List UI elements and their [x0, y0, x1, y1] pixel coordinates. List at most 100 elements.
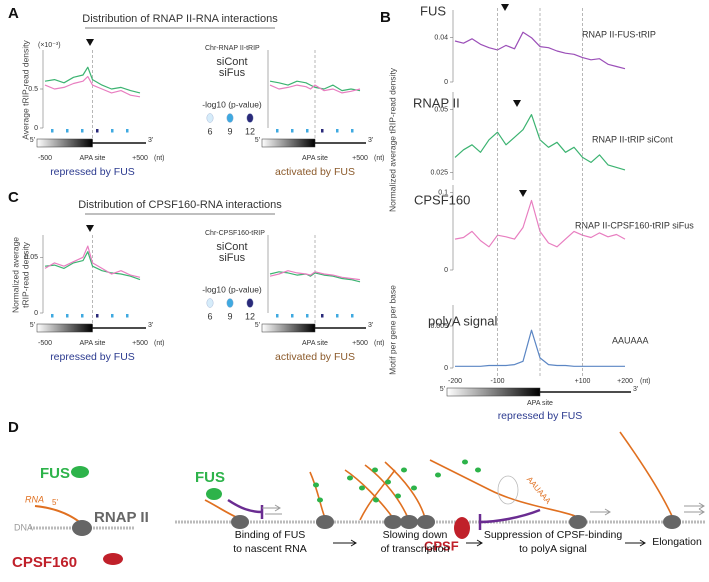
sig-dot — [336, 314, 339, 318]
y-axis-label: Motif per gene per base — [387, 285, 397, 375]
sig-dot — [111, 129, 114, 133]
series-line — [44, 66, 141, 94]
sig-dot — [321, 314, 324, 318]
sig-dot — [276, 314, 279, 318]
y-tick-label: 0 — [444, 267, 448, 274]
gradient-bar — [36, 138, 93, 148]
cpsf-label: CPSF — [424, 538, 459, 553]
motion-arrow — [262, 504, 282, 515]
fus-icon — [206, 488, 222, 500]
sig-dot — [81, 129, 84, 133]
step-label: of transcription — [381, 543, 450, 555]
legend-rna: RNA — [25, 494, 44, 504]
gradient-bar — [36, 323, 93, 333]
legend-title: Chr-RNAP II-tRIP — [205, 45, 260, 52]
panel-letter: B — [380, 9, 391, 26]
chart-caption: repressed by FUS — [50, 166, 135, 178]
x-tick-label: +500 — [132, 155, 148, 162]
pvalue-swatch — [226, 298, 234, 308]
y-tick-label: 0.05 — [24, 254, 38, 261]
rna-loop — [497, 475, 519, 505]
pvalue-title: -log10 (p-value) — [202, 99, 262, 109]
cpsf-icon — [454, 517, 470, 539]
strand-5prime: 5' — [255, 137, 260, 144]
panel-letter: A — [8, 5, 19, 22]
pvalue-level: 12 — [245, 126, 255, 136]
series-line — [454, 31, 626, 70]
sig-dot — [351, 314, 354, 318]
pvalue-swatch — [206, 298, 214, 308]
motion-arrow — [590, 508, 611, 516]
sig-dot — [96, 314, 99, 318]
inhibition — [478, 508, 541, 530]
legend-entry: siFus — [219, 252, 246, 264]
track-label: CPSF160 — [414, 192, 470, 207]
sig-dot — [306, 314, 309, 318]
chart-caption: activated by FUS — [275, 166, 355, 178]
x-tick-label: +500 — [132, 340, 148, 347]
x-unit: (nt) — [640, 378, 651, 385]
track-label: polyA signal — [428, 313, 497, 328]
rnap-icon — [400, 515, 418, 529]
y-tick-label: 0 — [34, 310, 38, 317]
series-line — [455, 329, 625, 367]
pvalue-level: 6 — [207, 311, 212, 321]
x-tick-label: APA site — [527, 400, 553, 407]
series-line — [44, 75, 141, 98]
x-tick-label: -200 — [448, 378, 462, 385]
panel-title: Distribution of RNAP II-RNA interactions — [82, 13, 278, 25]
rna-strand — [309, 461, 426, 521]
gradient-bar — [261, 138, 316, 148]
pvalue-swatch — [226, 113, 234, 123]
sig-dot — [126, 314, 129, 318]
pvalue-level: 9 — [227, 311, 232, 321]
legend-5prime: 5' — [52, 498, 58, 507]
rnap-icon — [72, 520, 92, 536]
x-tick-label: APA site — [80, 155, 106, 162]
step-label: Binding of FUS — [235, 529, 306, 541]
chart-caption: repressed by FUS — [498, 410, 583, 422]
rna-strand — [34, 505, 83, 525]
pvalue-title: -log10 (p-value) — [202, 284, 262, 294]
pvalue-swatch — [246, 298, 254, 308]
scale-note: (×10⁻³) — [38, 42, 61, 49]
y-axis-label: Normalized average tRIP-read density — [387, 67, 397, 212]
rnap-icon — [569, 515, 587, 529]
rnap-icon — [231, 515, 249, 529]
panel-letter: D — [8, 419, 19, 436]
fus-dots — [313, 459, 481, 503]
track-annotation: AAUAAA — [612, 335, 649, 345]
x-unit: (nt) — [374, 155, 385, 162]
motif-label: AAUAAA — [525, 475, 553, 506]
legend-entry: siFus — [219, 67, 246, 79]
y-tick-label: 0.005 — [430, 323, 448, 330]
x-unit: (nt) — [374, 340, 385, 347]
x-tick-label: +500 — [352, 155, 368, 162]
pvalue-swatch — [246, 113, 254, 123]
sig-dot — [51, 314, 54, 318]
x-tick-label: -500 — [38, 155, 52, 162]
x-tick-label: +100 — [575, 378, 591, 385]
motion-arrow — [684, 502, 705, 516]
series-line — [269, 80, 361, 92]
x-tick-label: APA site — [302, 340, 328, 347]
step-label: to polyA signal — [519, 543, 587, 555]
fus-icon — [71, 466, 89, 478]
rna-strand — [429, 459, 576, 517]
fus-label: FUS — [195, 469, 225, 486]
sig-dot — [66, 129, 69, 133]
track-annotation: RNAP II-CPSF160-tRIP siFus — [575, 220, 694, 230]
track-label: FUS — [420, 3, 446, 18]
pvalue-level: 9 — [227, 126, 232, 136]
sig-dot — [306, 129, 309, 133]
series-line — [44, 245, 141, 278]
panel-title: Distribution of CPSF160-RNA interactions — [78, 199, 282, 211]
y-tick-label: 0.05 — [434, 106, 448, 113]
rnap-icon — [316, 515, 334, 529]
series-line — [44, 251, 141, 281]
track-label: RNAP II — [413, 95, 460, 110]
pvalue-swatch — [206, 113, 214, 123]
x-tick-label: APA site — [302, 155, 328, 162]
peak-arrow — [86, 225, 94, 232]
